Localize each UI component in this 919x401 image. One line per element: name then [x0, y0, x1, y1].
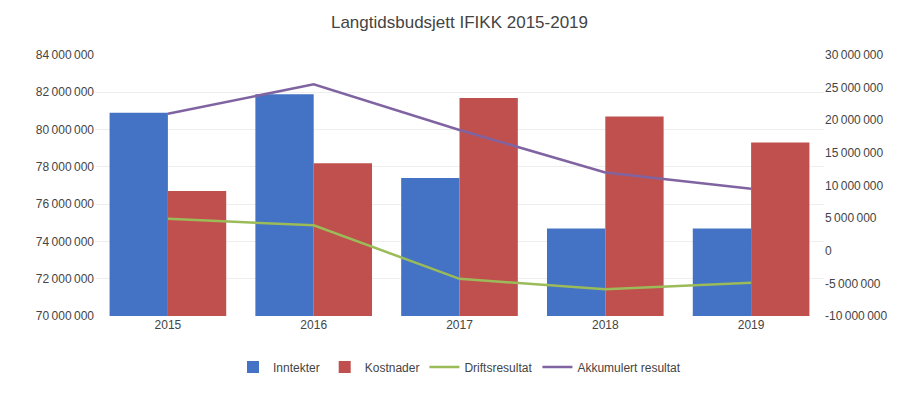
svg-text:Akkumulert resultat: Akkumulert resultat — [577, 361, 680, 375]
svg-text:2018: 2018 — [592, 318, 619, 332]
svg-text:20 000 000: 20 000 000 — [825, 113, 884, 127]
svg-text:5 000 000: 5 000 000 — [825, 211, 877, 225]
svg-text:82 000 000: 82 000 000 — [36, 85, 95, 99]
svg-text:76 000 000: 76 000 000 — [36, 197, 95, 211]
svg-text:Driftsresultat: Driftsresultat — [464, 361, 532, 375]
svg-text:70 000 000: 70 000 000 — [36, 309, 95, 323]
svg-text:78 000 000: 78 000 000 — [36, 160, 95, 174]
svg-text:80 000 000: 80 000 000 — [36, 123, 95, 137]
svg-text:74 000 000: 74 000 000 — [36, 235, 95, 249]
svg-text:Langtidsbudsjett IFIKK 2015-20: Langtidsbudsjett IFIKK 2015-2019 — [331, 13, 588, 32]
svg-text:-5 000 000: -5 000 000 — [825, 277, 881, 291]
svg-text:2019: 2019 — [738, 318, 765, 332]
svg-text:30 000 000: 30 000 000 — [825, 48, 884, 62]
svg-text:Kostnader: Kostnader — [365, 361, 420, 375]
svg-text:2015: 2015 — [155, 318, 182, 332]
svg-text:0: 0 — [825, 244, 832, 258]
svg-text:2016: 2016 — [300, 318, 327, 332]
svg-text:10 000 000: 10 000 000 — [825, 179, 884, 193]
svg-text:25 000 000: 25 000 000 — [825, 81, 884, 95]
svg-text:84 000 000: 84 000 000 — [36, 48, 95, 62]
svg-text:Inntekter: Inntekter — [273, 361, 320, 375]
svg-text:2017: 2017 — [446, 318, 473, 332]
svg-text:15 000 000: 15 000 000 — [825, 146, 884, 160]
svg-text:72 000 000: 72 000 000 — [36, 272, 95, 286]
svg-text:-10 000 000: -10 000 000 — [825, 309, 888, 323]
